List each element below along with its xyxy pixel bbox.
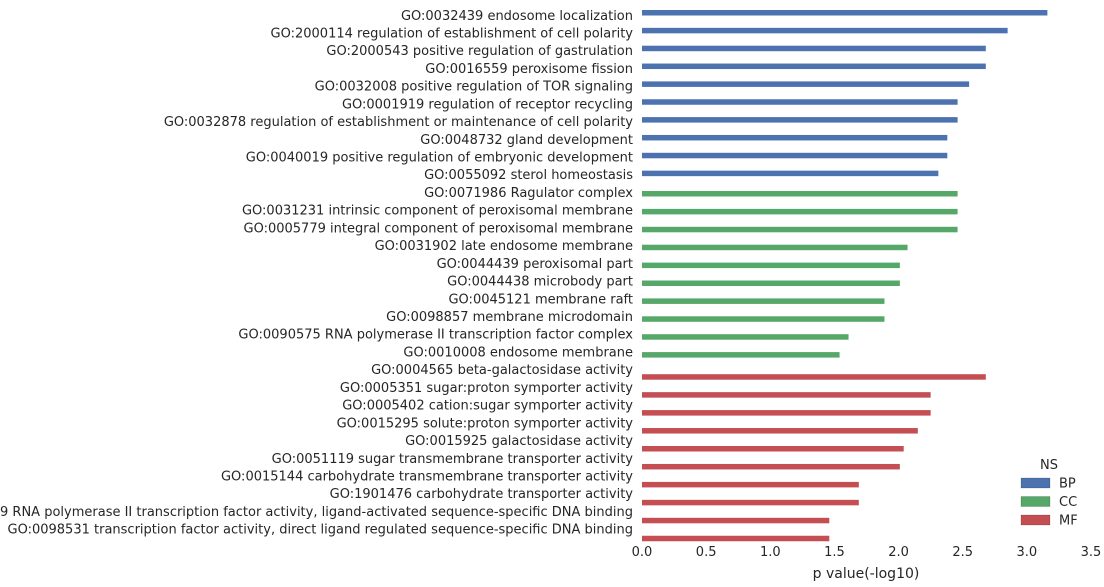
bar-bp xyxy=(642,81,970,87)
legend-swatch-cc xyxy=(1020,496,1051,507)
category-label: GO:0032439 endosome localization xyxy=(401,9,633,24)
category-label: GO:0098857 membrane microdomain xyxy=(386,310,633,325)
bar-cc xyxy=(642,280,900,286)
category-label: GO:0090575 RNA polymerase II transcripti… xyxy=(238,328,633,343)
category-label: GO:0031231 intrinsic component of peroxi… xyxy=(242,204,633,219)
bar-bp xyxy=(642,99,958,105)
category-label: GO:0010008 endosome membrane xyxy=(403,345,633,360)
bar-cc xyxy=(642,226,958,233)
category-label: GO:0032008 positive regulation of TOR si… xyxy=(315,80,633,95)
category-label: GO:0032878 regulation of establishment o… xyxy=(164,115,633,130)
category-label: GO:0044439 peroxisomal part xyxy=(437,257,633,272)
bar-cc xyxy=(642,352,840,358)
legend-label-bp: BP xyxy=(1059,477,1076,492)
bar-cc xyxy=(642,208,958,215)
x-tick-label: 3.5 xyxy=(1081,545,1102,560)
x-tick-label: 1.5 xyxy=(824,545,845,560)
category-label: GO:0031902 late endosome membrane xyxy=(375,239,633,254)
category-label: GO:0004879 RNA polymerase II transcripti… xyxy=(0,505,633,520)
category-label: GO:0044438 microbody part xyxy=(447,275,633,290)
bar-bp xyxy=(642,45,986,52)
bars xyxy=(642,10,1048,542)
bar-cc xyxy=(642,191,958,197)
legend-swatch-bp xyxy=(1020,477,1051,489)
bar-mf xyxy=(642,463,900,470)
x-tick-label: 2.0 xyxy=(888,545,909,560)
x-axis-ticks: 0.0 0.5 1.0 1.5 2.0 2.5 3.0 3.5 xyxy=(632,545,1102,560)
x-tick-label: 2.5 xyxy=(952,545,973,560)
category-labels: GO:0032439 endosome localization GO:20001… xyxy=(0,9,633,538)
category-label: GO:0040019 positive regulation of embryo… xyxy=(246,151,633,166)
bar-mf xyxy=(642,499,859,506)
category-label: GO:0051119 sugar transmembrane transport… xyxy=(272,452,634,467)
bar-bp xyxy=(642,117,958,123)
category-label: GO:0071986 Ragulator complex xyxy=(424,186,633,201)
category-label: GO:0005351 sugar:proton symporter activi… xyxy=(340,381,633,396)
bar-cc xyxy=(642,262,900,269)
x-tick-label: 0.5 xyxy=(696,545,717,560)
legend-title: NS xyxy=(1040,458,1058,473)
bar-mf xyxy=(642,517,830,524)
category-label: GO:0055092 sterol homeostasis xyxy=(424,168,633,183)
bar-bp xyxy=(642,63,986,70)
category-label: GO:2000543 positive regulation of gastru… xyxy=(326,44,633,59)
bar-mf xyxy=(642,410,931,416)
category-label: GO:0001919 regulation of receptor recycl… xyxy=(342,97,633,112)
bar-cc xyxy=(642,316,885,322)
category-label: GO:0015144 carbohydrate transmembrane tr… xyxy=(221,469,633,484)
bar-cc xyxy=(642,334,849,340)
x-tick-label: 3.0 xyxy=(1017,545,1038,560)
category-label: GO:0004565 beta-galactosidase activity xyxy=(371,363,633,378)
legend-label-cc: CC xyxy=(1059,495,1077,510)
category-label: GO:1901476 carbohydrate transporter acti… xyxy=(330,487,634,502)
category-label: GO:0048732 gland development xyxy=(420,133,633,148)
bar-mf xyxy=(642,392,931,398)
category-label: GO:0015925 galactosidase activity xyxy=(405,434,633,449)
bar-mf xyxy=(642,481,859,488)
bar-mf xyxy=(642,535,830,542)
legend-swatch-mf xyxy=(1020,514,1051,526)
x-axis-title: p value(-log10) xyxy=(813,566,920,582)
category-label: GO:0015295 solute:proton symporter activ… xyxy=(337,416,634,431)
bar-bp xyxy=(642,134,948,141)
category-label: GO:2000114 regulation of establishment o… xyxy=(271,26,634,41)
bar-mf xyxy=(642,428,918,434)
legend-label-mf: MF xyxy=(1059,514,1078,529)
category-label: GO:0045121 membrane raft xyxy=(448,292,633,307)
bar-bp xyxy=(642,170,939,177)
category-label: GO:0098531 transcription factor activity… xyxy=(8,523,633,538)
category-label: GO:0005402 cation:sugar symporter activi… xyxy=(342,399,633,414)
bar-bp xyxy=(642,27,1008,34)
legend: NS BP CC MF xyxy=(1020,458,1078,529)
bar-bp xyxy=(642,152,948,159)
category-label: GO:0005779 integral component of peroxis… xyxy=(244,221,633,236)
bar-mf xyxy=(642,374,986,380)
category-label: GO:0016559 peroxisome fission xyxy=(425,62,633,77)
bar-cc xyxy=(642,298,885,304)
bar-mf xyxy=(642,446,904,452)
x-tick-label: 0.0 xyxy=(632,545,653,560)
x-tick-label: 1.0 xyxy=(760,545,781,560)
bar-bp xyxy=(642,10,1048,16)
bar-cc xyxy=(642,244,908,251)
